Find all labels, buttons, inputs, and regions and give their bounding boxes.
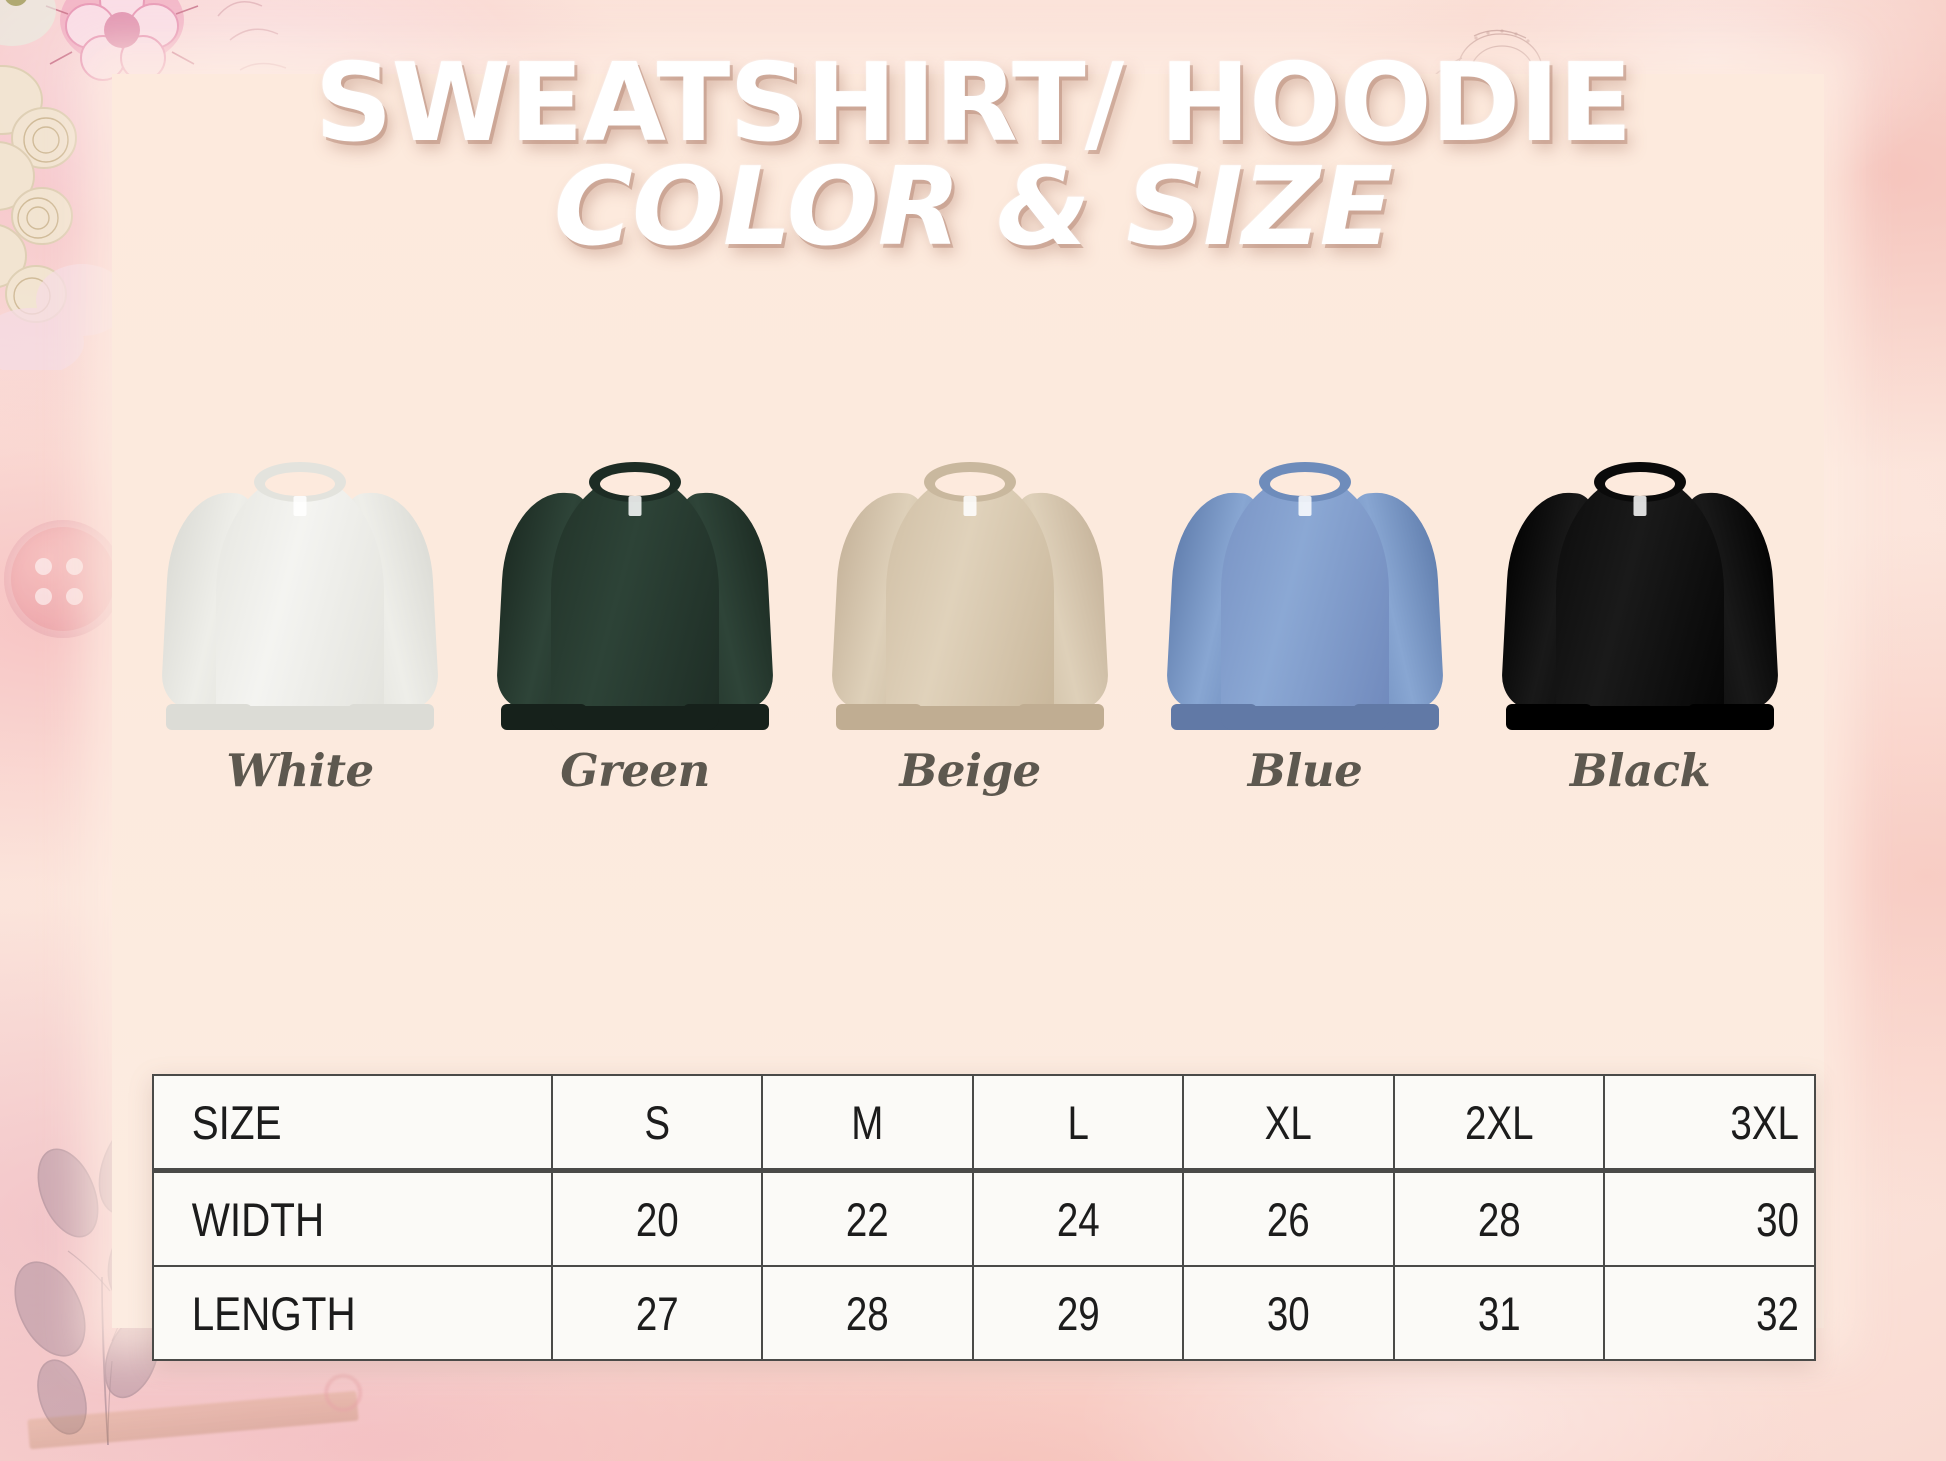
cell-width-xl: 26: [1201, 1169, 1376, 1267]
neck-tag: [1298, 496, 1312, 516]
table-row: WIDTH 20 22 24 26 28 30: [152, 1169, 1816, 1267]
cell-width-3xl: 30: [1641, 1169, 1816, 1267]
table-row-header: SIZE S M L XL 2XL 3XL: [152, 1074, 1816, 1173]
shirt-hem: [551, 706, 719, 730]
neck-tag: [293, 496, 307, 516]
sweatshirt-icon: [1165, 452, 1445, 730]
shirt-collar-inner: [265, 472, 335, 496]
sweatshirt-icon: [495, 452, 775, 730]
color-swatch-black[interactable]: Black: [1490, 452, 1790, 822]
row-label-width: WIDTH: [152, 1169, 497, 1267]
header-cell-2xl: 2XL: [1412, 1074, 1587, 1173]
shirt-collar-inner: [1270, 472, 1340, 496]
color-label: Black: [1569, 744, 1711, 797]
sweatshirt-icon: [160, 452, 440, 730]
cell-length-s: 27: [570, 1265, 745, 1361]
size-table-wrapper: SIZE S M L XL 2XL 3XL WIDTH 20 22 24 26 …: [152, 1074, 1816, 1361]
shirt-collar-inner: [935, 472, 1005, 496]
shirt-hem: [216, 706, 384, 730]
color-label: White: [226, 744, 374, 797]
shirt-body: [216, 474, 384, 730]
cell-width-m: 22: [780, 1169, 955, 1267]
cell-length-2xl: 31: [1412, 1265, 1587, 1361]
table-row: LENGTH 27 28 29 30 31 32: [152, 1265, 1816, 1361]
color-label: Green: [560, 744, 710, 797]
cell-length-xl: 30: [1201, 1265, 1376, 1361]
shirt-collar-inner: [1605, 472, 1675, 496]
neck-tag: [963, 496, 977, 516]
shirt-hem: [1556, 706, 1724, 730]
color-swatch-blue[interactable]: Blue: [1155, 452, 1455, 822]
shirt-body: [886, 474, 1054, 730]
color-swatch-white[interactable]: White: [150, 452, 450, 822]
shirt-body: [551, 474, 719, 730]
cell-length-3xl: 32: [1641, 1265, 1816, 1361]
color-label: Beige: [899, 744, 1041, 797]
cell-width-s: 20: [570, 1169, 745, 1267]
header-cell-3xl: 3XL: [1641, 1074, 1816, 1173]
header-cell-m: M: [780, 1074, 955, 1173]
cell-length-l: 29: [991, 1265, 1166, 1361]
sweatshirt-icon: [1500, 452, 1780, 730]
neck-tag: [628, 496, 642, 516]
header-cell-l: L: [991, 1074, 1166, 1173]
shirt-hem: [886, 706, 1054, 730]
header-cell-xl: XL: [1201, 1074, 1376, 1173]
sweatshirt-icon: [830, 452, 1110, 730]
shirt-body: [1556, 474, 1724, 730]
cell-width-l: 24: [991, 1169, 1166, 1267]
sewing-button-icon: [4, 520, 122, 638]
header-cell-size: SIZE: [152, 1074, 497, 1173]
shirt-body: [1221, 474, 1389, 730]
shirt-collar-inner: [600, 472, 670, 496]
cell-width-2xl: 28: [1412, 1169, 1587, 1267]
row-label-length: LENGTH: [152, 1265, 497, 1361]
cell-length-m: 28: [780, 1265, 955, 1361]
header-cell-s: S: [570, 1074, 745, 1173]
color-swatch-green[interactable]: Green: [485, 452, 785, 822]
shirt-hem: [1221, 706, 1389, 730]
size-table: SIZE S M L XL 2XL 3XL WIDTH 20 22 24 26 …: [152, 1074, 1816, 1361]
color-swatch-row: White Green: [150, 452, 1790, 822]
color-swatch-beige[interactable]: Beige: [820, 452, 1120, 822]
color-label: Blue: [1247, 744, 1363, 797]
neck-tag: [1633, 496, 1647, 516]
